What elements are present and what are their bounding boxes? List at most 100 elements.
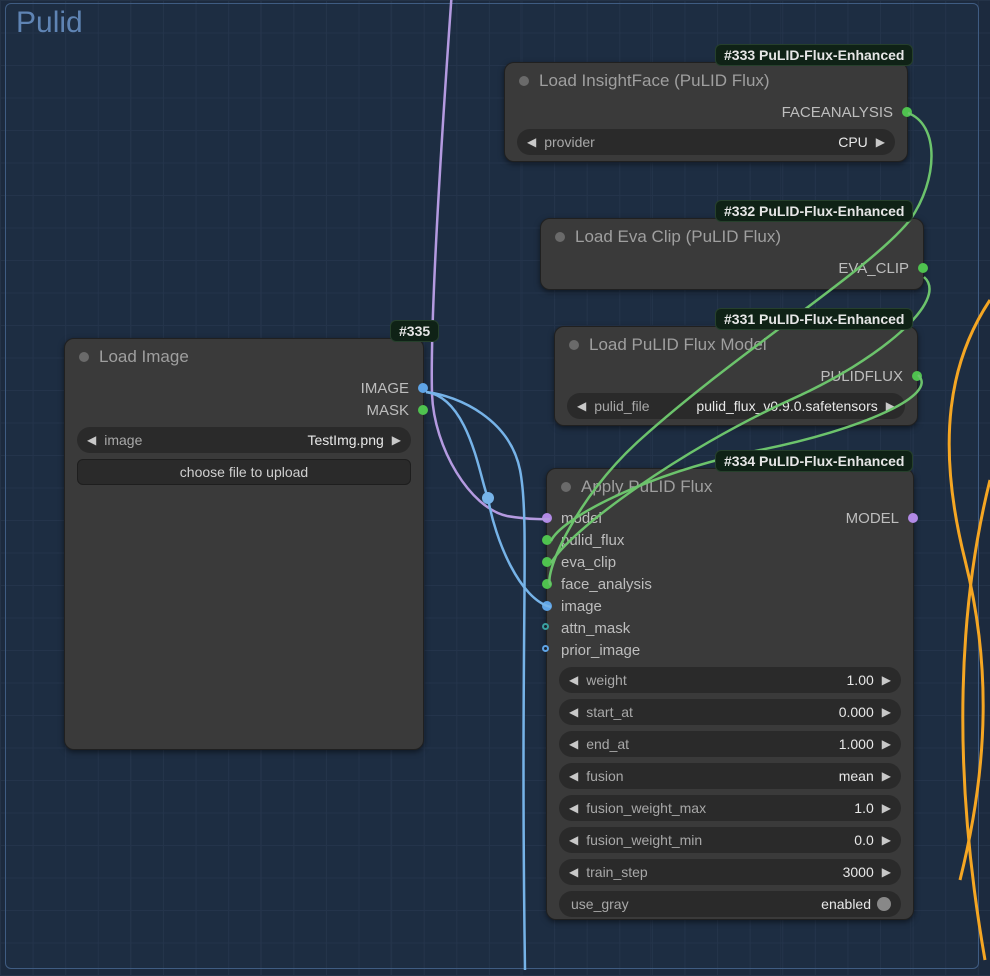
widget-label: train_step xyxy=(586,864,647,880)
widget-weight[interactable]: ◀weight1.00▶ xyxy=(559,667,901,693)
widget-use_gray-toggle[interactable]: use_grayenabled xyxy=(559,891,901,917)
collapse-icon[interactable] xyxy=(561,482,571,492)
collapse-icon[interactable] xyxy=(519,76,529,86)
widget-label: provider xyxy=(544,134,595,150)
chevron-right-icon[interactable]: ▶ xyxy=(882,769,891,783)
upload-file-button[interactable]: choose file to upload xyxy=(77,459,411,485)
port-output-eva-clip[interactable] xyxy=(918,263,928,273)
chevron-left-icon[interactable]: ◀ xyxy=(569,705,578,719)
widget-value: mean xyxy=(632,768,874,784)
port-input-pulid_flux[interactable] xyxy=(542,535,552,545)
widget-end_at[interactable]: ◀ end_at 1.000 ▶ xyxy=(559,731,901,757)
chevron-left-icon[interactable]: ◀ xyxy=(87,433,96,447)
output-eva-clip[interactable]: EVA_CLIP xyxy=(555,257,909,279)
input-face_analysis[interactable]: face_analysis xyxy=(561,573,899,595)
node-apply-pulid-flux[interactable]: Apply PuLID Flux modelMODELpulid_fluxeva… xyxy=(546,468,914,920)
chevron-left-icon[interactable]: ◀ xyxy=(569,737,578,751)
node-load-insightface[interactable]: Load InsightFace (PuLID Flux) FACEANALYS… xyxy=(504,62,908,162)
node-load-pulid-flux-model[interactable]: Load PuLID Flux Model PULIDFLUX ◀ pulid_… xyxy=(554,326,918,426)
button-label: choose file to upload xyxy=(180,464,308,480)
input-label: eva_clip xyxy=(561,554,616,571)
output-pulidflux[interactable]: PULIDFLUX xyxy=(569,365,903,387)
chevron-right-icon[interactable]: ▶ xyxy=(876,135,885,149)
node-title: Load InsightFace (PuLID Flux) xyxy=(539,71,770,91)
widget-image-combo[interactable]: ◀ image TestImg.png ▶ xyxy=(77,427,411,453)
collapse-icon[interactable] xyxy=(79,352,89,362)
chevron-right-icon[interactable]: ▶ xyxy=(886,399,895,413)
port-output-faceanalysis[interactable] xyxy=(902,107,912,117)
port-input-model[interactable] xyxy=(542,513,552,523)
chevron-left-icon[interactable]: ◀ xyxy=(569,833,578,847)
chevron-left-icon[interactable]: ◀ xyxy=(577,399,586,413)
widget-label: pulid_file xyxy=(594,398,649,414)
widget-value: 3000 xyxy=(656,864,874,880)
port-input-prior_image[interactable] xyxy=(542,645,549,652)
port-output-image[interactable] xyxy=(418,383,428,393)
group-title: Pulid xyxy=(16,6,83,40)
node-title: Load Image xyxy=(99,347,189,367)
input-label: prior_image xyxy=(561,642,640,659)
input-prior_image[interactable]: prior_image xyxy=(561,639,899,661)
output-image[interactable]: IMAGE xyxy=(79,377,409,399)
widget-label: start_at xyxy=(586,704,633,720)
widget-fusion_weight_min[interactable]: ◀fusion_weight_min0.0▶ xyxy=(559,827,901,853)
output-label: PULIDFLUX xyxy=(820,368,903,385)
node-tag-331: #331 PuLID-Flux-Enhanced xyxy=(715,308,913,330)
widget-value: 0.0 xyxy=(710,832,874,848)
port-output-mask[interactable] xyxy=(418,405,428,415)
chevron-right-icon[interactable]: ▶ xyxy=(882,865,891,879)
input-label: attn_mask xyxy=(561,620,630,637)
collapse-icon[interactable] xyxy=(569,340,579,350)
chevron-left-icon[interactable]: ◀ xyxy=(569,865,578,879)
node-tag-334: #334 PuLID-Flux-Enhanced xyxy=(715,450,913,472)
input-label: image xyxy=(561,598,602,615)
input-pulid_flux[interactable]: pulid_flux xyxy=(561,529,899,551)
node-load-image[interactable]: Load Image IMAGE MASK ◀ image TestImg.pn… xyxy=(64,338,424,750)
chevron-right-icon[interactable]: ▶ xyxy=(882,673,891,687)
node-title: Apply PuLID Flux xyxy=(581,477,712,497)
chevron-right-icon[interactable]: ▶ xyxy=(882,737,891,751)
widget-value: CPU xyxy=(603,134,868,150)
widget-train_step[interactable]: ◀ train_step 3000 ▶ xyxy=(559,859,901,885)
chevron-right-icon[interactable]: ▶ xyxy=(392,433,401,447)
widget-fusion_weight_max[interactable]: ◀fusion_weight_max1.0▶ xyxy=(559,795,901,821)
chevron-right-icon[interactable]: ▶ xyxy=(882,705,891,719)
input-image[interactable]: image xyxy=(561,595,899,617)
port-output-pulidflux[interactable] xyxy=(912,371,922,381)
widget-value: 0.000 xyxy=(641,704,874,720)
input-model[interactable]: modelMODEL xyxy=(561,507,899,529)
input-attn_mask[interactable]: attn_mask xyxy=(561,617,899,639)
output-mask[interactable]: MASK xyxy=(79,399,409,421)
widget-value: TestImg.png xyxy=(150,432,383,448)
chevron-right-icon[interactable]: ▶ xyxy=(882,801,891,815)
collapse-icon[interactable] xyxy=(555,232,565,242)
widget-label: fusion_weight_max xyxy=(586,800,706,816)
widget-pulid-file-combo[interactable]: ◀ pulid_file pulid_flux_v0.9.0.safetenso… xyxy=(567,393,905,419)
node-load-eva-clip[interactable]: Load Eva Clip (PuLID Flux) EVA_CLIP xyxy=(540,218,924,290)
chevron-left-icon[interactable]: ◀ xyxy=(527,135,536,149)
port-input-eva_clip[interactable] xyxy=(542,557,552,567)
chevron-left-icon[interactable]: ◀ xyxy=(569,673,578,687)
port-input-attn_mask[interactable] xyxy=(542,623,549,630)
widget-value: 1.000 xyxy=(637,736,874,752)
output-label: MASK xyxy=(366,402,409,419)
output-faceanalysis[interactable]: FACEANALYSIS xyxy=(519,101,893,123)
widget-fusion[interactable]: ◀fusionmean▶ xyxy=(559,763,901,789)
port-output-model[interactable] xyxy=(908,513,918,523)
widget-provider-combo[interactable]: ◀ provider CPU ▶ xyxy=(517,129,895,155)
output-label: EVA_CLIP xyxy=(838,260,909,277)
widget-value: 1.00 xyxy=(635,672,874,688)
widget-label: end_at xyxy=(586,736,629,752)
chevron-left-icon[interactable]: ◀ xyxy=(569,801,578,815)
toggle-knob-icon[interactable] xyxy=(877,897,891,911)
chevron-right-icon[interactable]: ▶ xyxy=(882,833,891,847)
input-eva_clip[interactable]: eva_clip xyxy=(561,551,899,573)
widget-start_at[interactable]: ◀ start_at 0.000 ▶ xyxy=(559,699,901,725)
output-label: FACEANALYSIS xyxy=(782,104,893,121)
node-tag-335: #335 xyxy=(390,320,439,342)
port-input-image[interactable] xyxy=(542,601,552,611)
output-label: MODEL xyxy=(846,510,899,527)
node-tag-332: #332 PuLID-Flux-Enhanced xyxy=(715,200,913,222)
chevron-left-icon[interactable]: ◀ xyxy=(569,769,578,783)
port-input-face_analysis[interactable] xyxy=(542,579,552,589)
